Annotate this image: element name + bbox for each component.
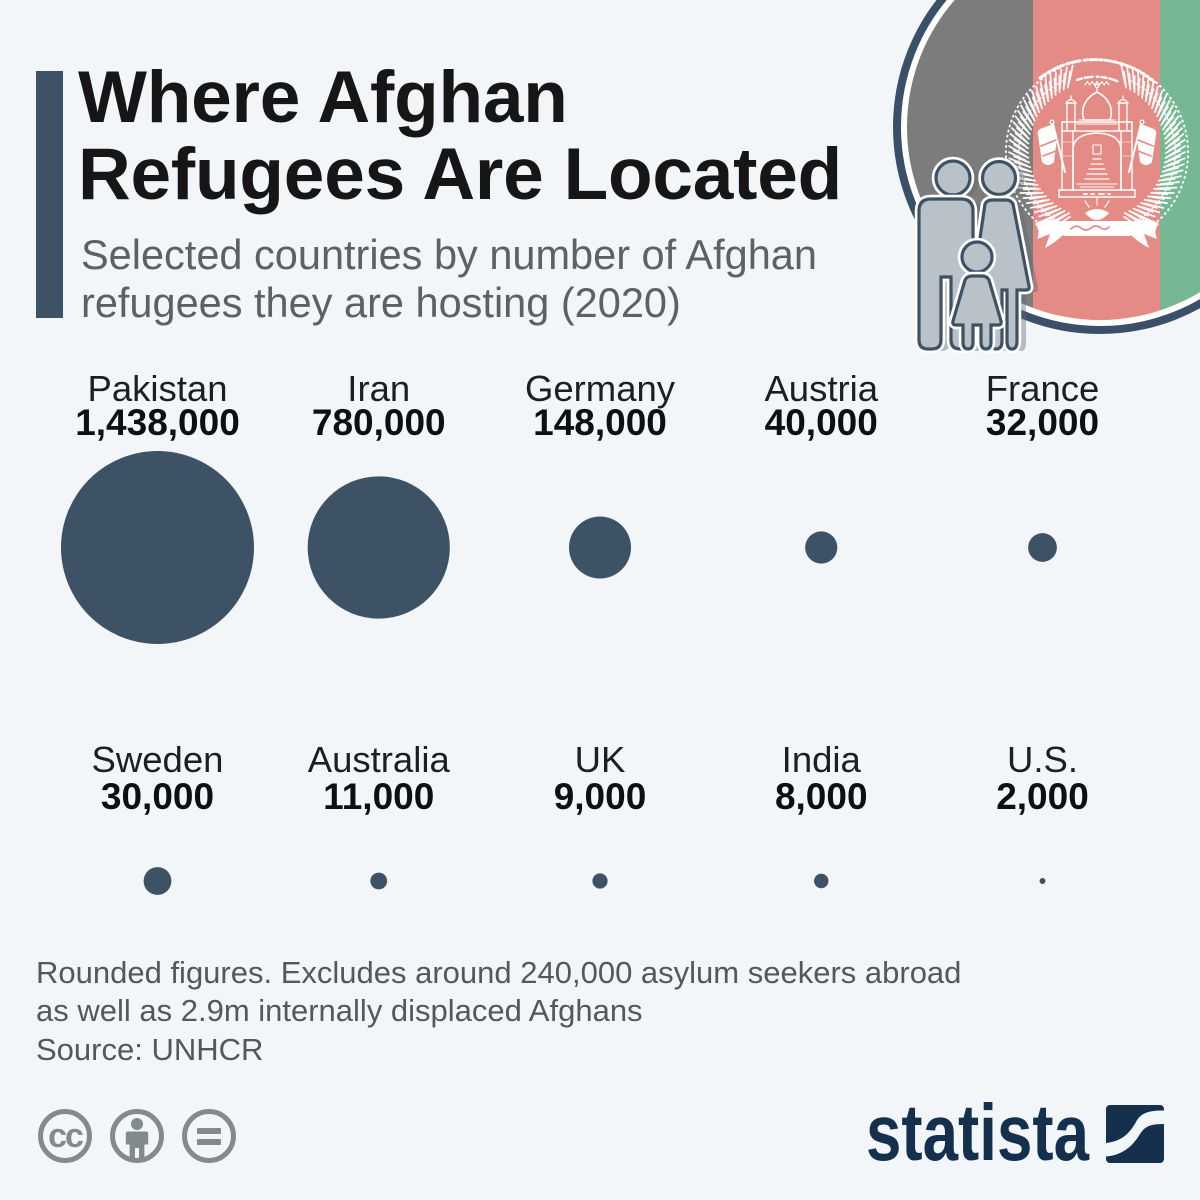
svg-text:cc: cc xyxy=(48,1117,83,1155)
svg-text:statista: statista xyxy=(866,1088,1089,1177)
